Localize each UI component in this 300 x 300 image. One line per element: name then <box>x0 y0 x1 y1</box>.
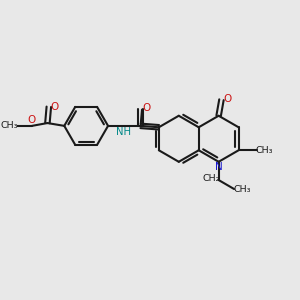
Text: CH₃: CH₃ <box>234 185 251 194</box>
Text: CH₂: CH₂ <box>202 174 220 183</box>
Text: O: O <box>50 102 59 112</box>
Text: O: O <box>224 94 232 104</box>
Text: NH: NH <box>116 127 131 137</box>
Text: CH₃: CH₃ <box>256 146 273 155</box>
Text: CH₃: CH₃ <box>1 122 18 130</box>
Text: N: N <box>215 162 223 172</box>
Text: O: O <box>28 115 36 125</box>
Text: O: O <box>142 103 150 113</box>
